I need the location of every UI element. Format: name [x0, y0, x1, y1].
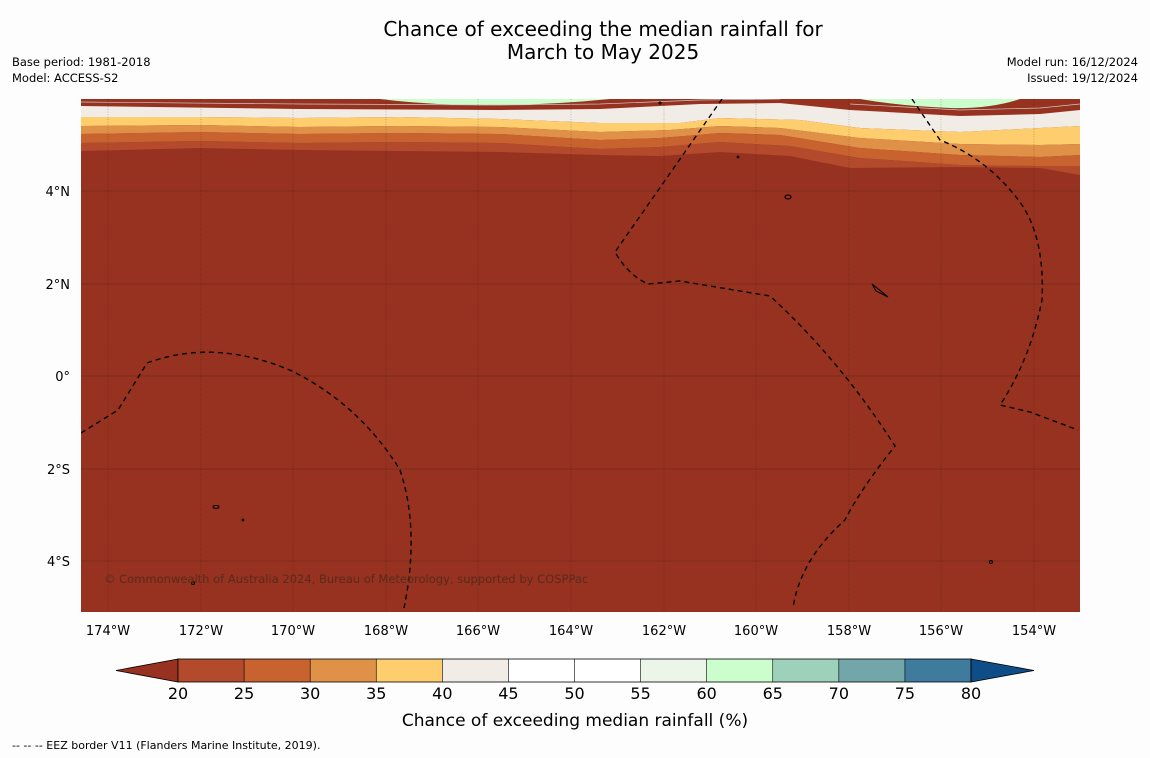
copyright-text: © Commonwealth of Australia 2024, Bureau… [104, 572, 588, 586]
colorbar-tick-labels: 20 25 30 35 40 45 50 55 60 65 70 75 80 [168, 684, 981, 703]
title-line-1: Chance of exceeding the median rainfall … [383, 17, 823, 41]
colorbar-segment [838, 659, 906, 682]
lat-label: 4°N [46, 185, 71, 200]
lon-label: 154°W [1012, 624, 1056, 639]
title-line-2: March to May 2025 [506, 40, 700, 64]
colorbar-tick-label: 40 [432, 684, 452, 703]
colorbar-tick-label: 75 [895, 684, 915, 703]
eez-borders [81, 99, 1079, 609]
colorbar-segment [178, 659, 245, 682]
colorbar-segment [574, 659, 642, 682]
graticule-lat [81, 190, 1080, 562]
colorbar-tick-label: 80 [961, 684, 981, 703]
colorbar-tick-label: 65 [763, 684, 783, 703]
colorbar-tick-label: 30 [300, 684, 320, 703]
lat-label: 2°S [47, 463, 70, 478]
lat-labels: 4°N 2°N 0° 2°S 4°S [46, 185, 71, 570]
lon-label: 172°W [179, 624, 223, 639]
colorbar-segment [508, 659, 575, 682]
lon-label: 162°W [642, 624, 686, 639]
band-green-east [860, 99, 1020, 109]
colorbar-segment [706, 659, 774, 682]
meta-left: Base period: 1981-2018 Model: ACCESS-S2 [12, 54, 151, 86]
colorbar-extend-high [970, 658, 1035, 683]
issued-text: Issued: 19/12/2024 [1027, 71, 1138, 85]
band-green [380, 99, 610, 106]
colorbar-tick-label: 55 [630, 684, 650, 703]
map-area: © Commonwealth of Australia 2024, Bureau… [81, 99, 1080, 612]
lon-label: 166°W [456, 624, 500, 639]
colorbar-segment [904, 659, 972, 682]
colorbar: 20 25 30 35 40 45 50 55 60 65 70 75 80 Chance of exc… [115, 658, 1035, 731]
colorbar-segment [442, 659, 509, 682]
colorbar-segment [310, 659, 377, 682]
colorbar-tick-label: 25 [234, 684, 254, 703]
meta-right: Model run: 16/12/2024 Issued: 19/12/2024 [1007, 54, 1138, 86]
colorbar-segments [115, 658, 1035, 683]
contour-line [849, 103, 1080, 111]
colorbar-extend-low [115, 658, 179, 683]
model-run-text: Model run: 16/12/2024 [1006, 55, 1138, 69]
lon-label: 174°W [86, 624, 130, 639]
lon-label: 156°W [919, 624, 963, 639]
colorbar-tick-label: 20 [168, 684, 188, 703]
colorbar-tick-label: 45 [498, 684, 518, 703]
lat-label: 0° [55, 370, 70, 385]
colorbar-title: Chance of exceeding median rainfall (%) [402, 711, 748, 731]
lon-label: 158°W [827, 624, 871, 639]
colorbar-tick-label: 70 [829, 684, 849, 703]
footnote: -- -- -- EEZ border V11 (Flanders Marine… [12, 739, 321, 752]
map-fill [81, 99, 1080, 612]
colorbar-segment [244, 659, 311, 682]
band-orange [81, 125, 1080, 157]
colorbar-tick-label: 35 [366, 684, 386, 703]
colorbar-segment [772, 659, 840, 682]
islands [190, 101, 994, 586]
colorbar-segment [640, 659, 708, 682]
band-rust [81, 141, 1080, 175]
base-period-text: Base period: 1981-2018 [12, 55, 151, 69]
band-lightgrey [81, 103, 1080, 132]
lon-label: 160°W [734, 624, 778, 639]
lon-labels: 174°W 172°W 170°W 168°W 166°W 164°W 162°… [86, 624, 1056, 639]
band-darkorange [81, 132, 1080, 166]
lon-label: 164°W [549, 624, 593, 639]
contour-line [81, 99, 781, 106]
colorbar-tick-label: 50 [564, 684, 584, 703]
model-text: Model: ACCESS-S2 [12, 71, 119, 85]
lon-label: 168°W [364, 624, 408, 639]
graticule-lon [107, 99, 1035, 612]
lon-label: 170°W [271, 624, 315, 639]
colorbar-segment [376, 659, 443, 682]
band-yellow [81, 117, 1080, 145]
colorbar-outline [177, 658, 972, 683]
chart-title: Chance of exceeding the median rainfall … [0, 18, 1150, 64]
lat-label: 4°S [47, 555, 70, 570]
colorbar-tick-label: 60 [696, 684, 716, 703]
lat-label: 2°N [46, 278, 71, 293]
